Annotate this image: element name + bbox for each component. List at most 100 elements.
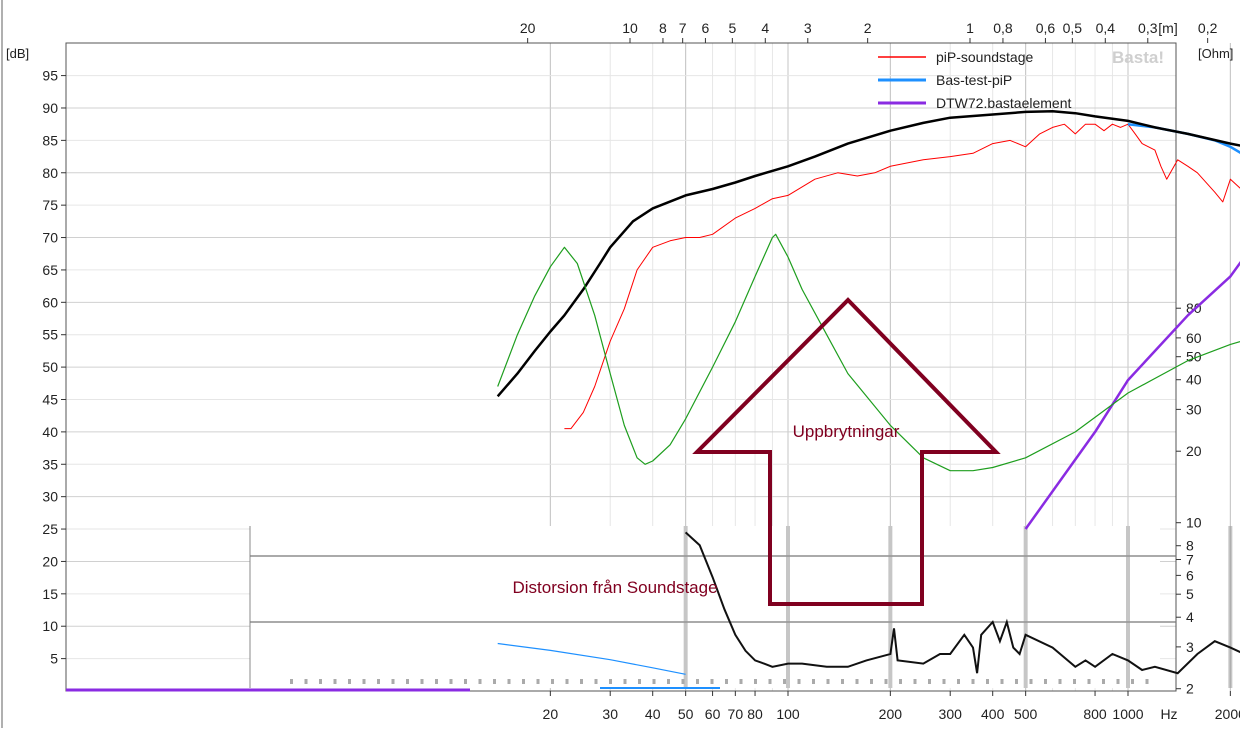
distortion-noise-mark: [826, 679, 830, 684]
x-tick-label: 100: [776, 706, 800, 722]
y-tick-label: 80: [42, 165, 58, 181]
distortion-noise-mark: [841, 679, 844, 684]
distortion-noise-mark: [507, 679, 511, 684]
y-tick-label: 85: [42, 132, 58, 148]
distortion-noise-mark: [986, 679, 989, 684]
summed-response-line: [496, 109, 1240, 398]
top-tick-label: 0,8: [993, 20, 1013, 36]
y2-tick-label: 3: [1186, 639, 1194, 655]
distortion-noise-mark: [493, 679, 496, 684]
watermark-logo: Basta!: [1112, 48, 1164, 67]
y2-tick-label: 6: [1186, 567, 1194, 583]
top-axis-label: [m]: [1158, 20, 1177, 36]
x-tick-label: 400: [981, 706, 1005, 722]
distortion-noise-mark: [913, 679, 917, 684]
top-tick-label: 6: [702, 20, 710, 36]
x-tick-label: 300: [939, 706, 963, 722]
distortion-noise-mark: [522, 679, 525, 684]
distortion-noise-mark: [1131, 679, 1134, 684]
distortion-noise-mark: [1102, 679, 1105, 684]
y-tick-label: 65: [42, 262, 58, 278]
y2-tick-label: 4: [1186, 609, 1194, 625]
distortion-noise-mark: [391, 679, 395, 684]
distortion-noise-mark: [971, 679, 975, 684]
y2-tick-label: 2: [1186, 681, 1194, 697]
distortion-noise-mark: [609, 679, 612, 684]
y-tick-label: 15: [42, 586, 58, 602]
top-tick-label: 1: [966, 20, 974, 36]
y-tick-label: 50: [42, 359, 58, 375]
distortion-noise-mark: [870, 679, 873, 684]
distortion-noise-mark: [435, 679, 438, 684]
y-tick-label: 10: [42, 618, 58, 634]
distortion-noise-mark: [304, 679, 308, 684]
distortion-noise-mark: [1000, 679, 1004, 684]
distortion-noise-mark: [565, 679, 569, 684]
distortion-noise-mark: [942, 679, 946, 684]
distortion-noise-mark: [899, 679, 902, 684]
x-tick-label: 2000: [1215, 706, 1240, 722]
distortion-noise-mark: [855, 679, 859, 684]
y-axis-label: [dB]: [6, 46, 29, 61]
y2-tick-label: 50: [1186, 349, 1202, 365]
distortion-noise-mark: [783, 679, 786, 684]
x-tick-label: 60: [705, 706, 721, 722]
distortion-noise-mark: [420, 679, 424, 684]
distortion-noise-mark: [362, 679, 366, 684]
distortion-noise-mark: [333, 679, 337, 684]
top-tick-label: 0,2: [1198, 20, 1218, 36]
distortion-noise-mark: [696, 679, 699, 684]
distortion-noise-mark: [348, 679, 351, 684]
distortion-noise-mark: [884, 679, 888, 684]
distortion-noise-mark: [478, 679, 482, 684]
top-tick-label: 0,5: [1063, 20, 1083, 36]
x-tick-label: 200: [879, 706, 903, 722]
y2-tick-label: 60: [1186, 330, 1202, 346]
distortion-noise-mark: [536, 679, 540, 684]
top-tick-label: 4: [761, 20, 769, 36]
annotation-label: Uppbrytningar: [793, 422, 900, 441]
y2-tick-label: 20: [1186, 443, 1202, 459]
legend-label-1: Bas-test-piP: [936, 72, 1012, 88]
top-tick-label: 0,4: [1096, 20, 1116, 36]
distortion-noise-mark: [594, 679, 598, 684]
green-response-line: [497, 233, 1240, 472]
y2-tick-label: 5: [1186, 586, 1194, 602]
distortion-noise-mark: [290, 679, 293, 684]
y-tick-label: 35: [42, 456, 58, 472]
y-tick-label: 25: [42, 521, 58, 537]
distortion-noise-mark: [1116, 679, 1120, 684]
y-tick-label: 45: [42, 391, 58, 407]
distortion-noise-mark: [580, 679, 583, 684]
top-tick-label: 0,3: [1138, 20, 1158, 36]
x-tick-label: 500: [1014, 706, 1038, 722]
distortion-noise-mark: [710, 679, 714, 684]
x-axis-label: Hz: [1160, 706, 1177, 722]
distortion-noise-mark: [638, 679, 641, 684]
distortion-noise-mark: [623, 679, 627, 684]
distortion-label: Distorsion från Soundstage: [512, 578, 717, 597]
y2-tick-label: 30: [1186, 401, 1202, 417]
pip-soundstage-line: [564, 123, 1240, 430]
x-tick-label: 30: [602, 706, 618, 722]
distortion-noise-mark: [1044, 679, 1047, 684]
dtw72-bastaelement-line: [1024, 261, 1240, 530]
distortion-noise-mark: [681, 679, 685, 684]
distortion-noise-mark: [406, 679, 409, 684]
x-tick-label: 20: [543, 706, 559, 722]
y-tick-label: 95: [42, 68, 58, 84]
top-tick-label: 3: [804, 20, 812, 36]
distortion-noise-mark: [667, 679, 670, 684]
y-tick-label: 55: [42, 327, 58, 343]
impedance-curve: [497, 642, 686, 675]
distortion-noise-mark: [319, 679, 322, 684]
x-tick-label: 50: [678, 706, 694, 722]
top-tick-label: 8: [659, 20, 667, 36]
distortion-curve: [684, 531, 1240, 675]
y-tick-label: 70: [42, 230, 58, 246]
top-tick-label: 5: [728, 20, 736, 36]
distortion-noise-mark: [652, 679, 656, 684]
y-tick-label: 5: [50, 651, 58, 667]
